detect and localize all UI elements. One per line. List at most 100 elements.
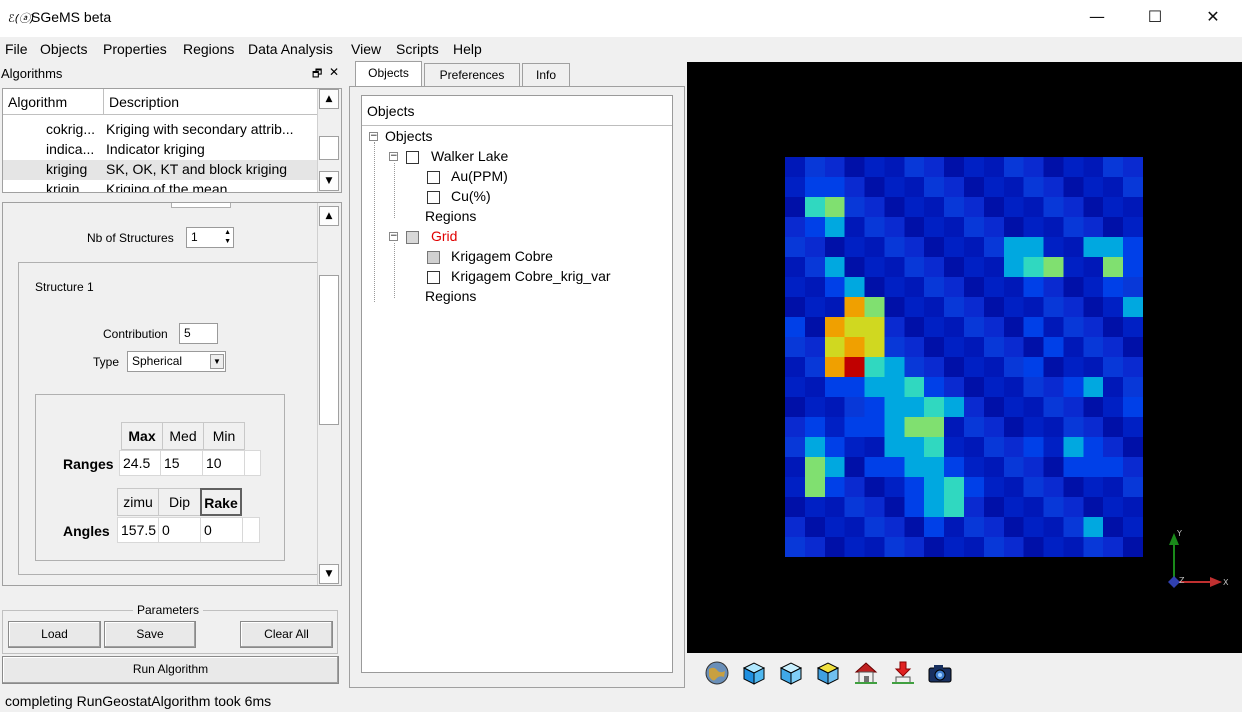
home-icon[interactable] xyxy=(853,660,879,686)
dock-close-icon[interactable]: ✕ xyxy=(329,65,340,79)
list-item[interactable]: indica... Indicator kriging xyxy=(3,140,317,160)
heatmap-cell xyxy=(785,177,806,198)
camera-icon[interactable] xyxy=(927,660,953,686)
menu-data-analysis[interactable]: Data Analysis xyxy=(248,41,333,57)
y-axis-arrow xyxy=(1169,533,1179,545)
heatmap-cell xyxy=(904,537,925,557)
menu-scripts[interactable]: Scripts xyxy=(396,41,439,57)
scroll-down-icon[interactable]: ▼ xyxy=(319,171,339,191)
run-algorithm-button[interactable]: Run Algorithm xyxy=(2,656,339,684)
cube-yellow-icon[interactable] xyxy=(815,660,841,686)
maximize-button[interactable]: ☐ xyxy=(1147,7,1163,26)
tree-root-objects[interactable]: Objects xyxy=(385,128,433,144)
list-item-selected[interactable]: kriging SK, OK, KT and block kriging xyxy=(3,160,317,180)
heatmap-cell xyxy=(1123,237,1143,258)
collapse-icon[interactable]: − xyxy=(389,151,398,161)
clear-all-button[interactable]: Clear All xyxy=(240,621,333,648)
algorithm-description: Kriging with secondary attrib... xyxy=(106,121,294,137)
list-item[interactable]: cokrig... Kriging with secondary attrib.… xyxy=(3,120,317,140)
range-header-max[interactable]: Max xyxy=(121,422,163,450)
algorithm-list-scrollbar[interactable]: ▲ ▼ xyxy=(317,89,341,192)
close-button[interactable]: ✕ xyxy=(1206,7,1220,26)
algorithm-list[interactable]: Algorithm Description cokrig... Kriging … xyxy=(2,88,342,193)
angle-azimuth-cell[interactable]: 157.5 xyxy=(117,517,159,543)
tree-node-au-ppm[interactable]: Au(PPM) xyxy=(451,168,508,184)
heatmap-cell xyxy=(1043,477,1064,498)
angle-rake-cell[interactable]: 0 xyxy=(200,517,243,543)
chevron-down-icon[interactable]: ▼ xyxy=(210,354,224,369)
collapse-icon[interactable]: − xyxy=(389,231,398,241)
heatmap-cell xyxy=(844,337,865,358)
type-select[interactable]: Spherical ▼ xyxy=(127,351,226,372)
nb-structures-spinbox[interactable]: 1 ▲ ▼ xyxy=(186,227,234,248)
au-ppm-checkbox[interactable] xyxy=(427,171,440,184)
objects-tree[interactable]: Objects − Objects − Walker Lake Au(PPM) … xyxy=(361,95,673,673)
tab-info[interactable]: Info xyxy=(522,63,570,87)
walker-lake-checkbox[interactable] xyxy=(406,151,419,164)
heatmap-cell xyxy=(1003,437,1025,458)
angle-header-rake[interactable]: Rake xyxy=(200,488,242,516)
heatmap-cell xyxy=(1123,257,1143,278)
tree-node-grid[interactable]: Grid xyxy=(431,228,458,244)
cu-percent-checkbox[interactable] xyxy=(427,191,440,204)
column-header-algorithm[interactable]: Algorithm xyxy=(3,89,104,115)
spin-arrows-icon[interactable]: ▲ ▼ xyxy=(224,229,231,245)
heatmap-cell xyxy=(1083,437,1104,458)
tree-node-krigagem-cobre[interactable]: Krigagem Cobre xyxy=(451,248,553,264)
scroll-down-icon[interactable]: ▼ xyxy=(319,564,339,584)
tree-node-regions[interactable]: Regions xyxy=(425,208,477,224)
angle-header-azimuth[interactable]: zimu xyxy=(117,488,159,516)
cube-outline-icon[interactable] xyxy=(778,660,804,686)
menu-help[interactable]: Help xyxy=(453,41,482,57)
krigagem-var-checkbox[interactable] xyxy=(427,271,440,284)
heatmap-cell xyxy=(944,177,965,198)
range-med-cell[interactable]: 15 xyxy=(160,450,203,476)
heatmap-cell xyxy=(804,337,826,358)
load-button[interactable]: Load xyxy=(8,621,101,648)
heatmap-cell xyxy=(1103,337,1124,358)
menu-regions[interactable]: Regions xyxy=(183,41,235,57)
heatmap-cell xyxy=(1103,157,1124,178)
scroll-thumb[interactable] xyxy=(319,275,339,425)
tree-header[interactable]: Objects xyxy=(362,96,672,126)
tree-node-krigagem-var[interactable]: Krigagem Cobre_krig_var xyxy=(451,268,611,284)
minimize-button[interactable]: — xyxy=(1089,7,1105,26)
grid-checkbox-partial[interactable] xyxy=(406,231,419,244)
menu-properties[interactable]: Properties xyxy=(103,41,167,57)
heatmap-cell xyxy=(864,317,885,338)
set-home-icon[interactable] xyxy=(890,660,916,686)
scroll-thumb[interactable] xyxy=(319,136,339,160)
range-max-cell[interactable]: 24.5 xyxy=(119,450,161,476)
range-header-min[interactable]: Min xyxy=(203,422,245,450)
angle-header-dip[interactable]: Dip xyxy=(158,488,201,516)
menu-file[interactable]: File xyxy=(5,41,28,57)
column-header-description[interactable]: Description xyxy=(104,89,318,115)
heatmap-cell xyxy=(844,177,865,198)
list-item[interactable]: krigin... Kriging of the mean xyxy=(3,180,317,192)
tree-node-walker-lake[interactable]: Walker Lake xyxy=(431,148,509,164)
tree-node-cu-percent[interactable]: Cu(%) xyxy=(451,188,491,204)
save-button[interactable]: Save xyxy=(104,621,196,648)
cube-blue-icon[interactable] xyxy=(741,660,767,686)
globe-icon[interactable] xyxy=(704,660,730,686)
heatmap-cell xyxy=(983,537,1005,557)
collapse-icon[interactable]: − xyxy=(369,131,378,141)
parameter-scrollbar[interactable]: ▲ ▼ xyxy=(317,203,341,585)
tree-node-grid-regions[interactable]: Regions xyxy=(425,288,477,304)
range-min-cell[interactable]: 10 xyxy=(202,450,245,476)
scroll-up-icon[interactable]: ▲ xyxy=(319,89,339,109)
menu-objects[interactable]: Objects xyxy=(40,41,88,57)
scroll-up-icon[interactable]: ▲ xyxy=(319,206,339,226)
menu-view[interactable]: View xyxy=(351,41,382,57)
contribution-field[interactable]: 5 xyxy=(179,323,218,344)
krigagem-cobre-checkbox-checked[interactable] xyxy=(427,251,440,264)
tab-objects[interactable]: Objects xyxy=(355,61,422,87)
range-header-med[interactable]: Med xyxy=(162,422,204,450)
tab-preferences[interactable]: Preferences xyxy=(424,63,520,87)
range-extra-cell xyxy=(244,450,261,476)
float-icon[interactable]: 🗗 xyxy=(312,68,323,80)
angle-dip-cell[interactable]: 0 xyxy=(158,517,201,543)
heatmap-cell xyxy=(864,337,885,358)
kriging-heatmap[interactable] xyxy=(785,157,1143,557)
heatmap-cell xyxy=(983,297,1005,318)
